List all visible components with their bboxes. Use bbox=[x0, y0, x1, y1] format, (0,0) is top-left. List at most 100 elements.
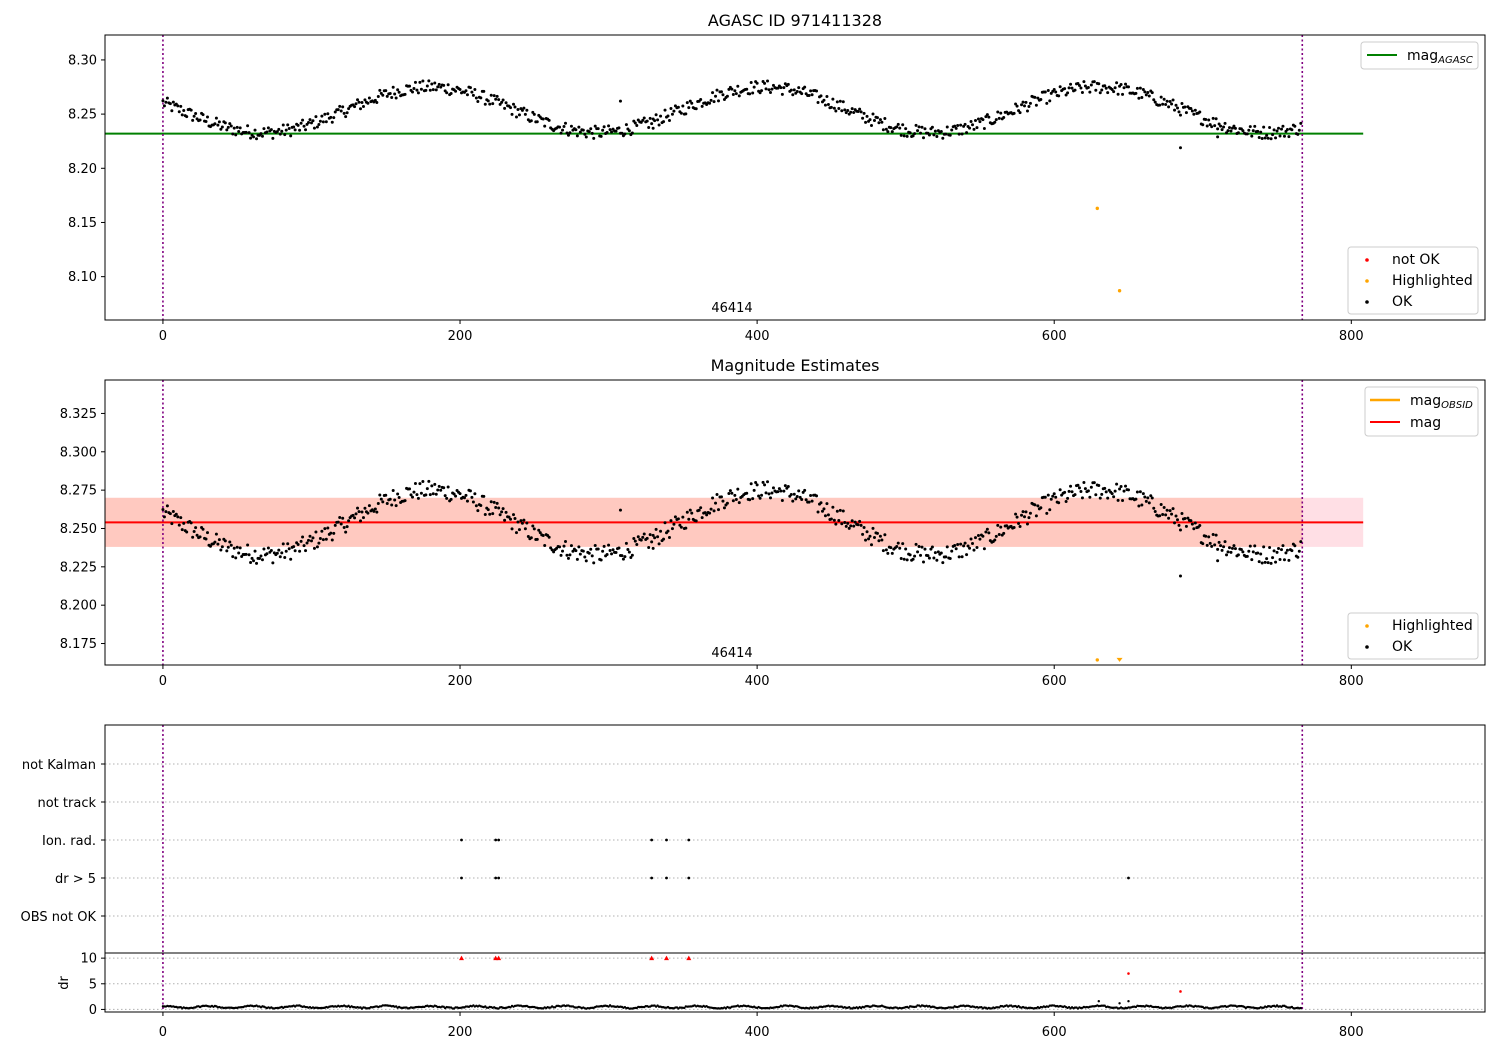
ok-point bbox=[843, 108, 847, 112]
ok-point bbox=[687, 106, 691, 110]
ok-point bbox=[486, 99, 490, 103]
ok-point bbox=[205, 531, 209, 535]
ok-point bbox=[708, 101, 712, 105]
ok-point bbox=[950, 549, 954, 553]
flag-row-label: not track bbox=[37, 796, 96, 811]
ok-point bbox=[904, 547, 908, 551]
ok-point bbox=[763, 483, 767, 487]
ok-point bbox=[889, 546, 893, 550]
ok-point bbox=[360, 100, 364, 104]
ok-point bbox=[1064, 93, 1068, 97]
ok-point bbox=[1002, 531, 1006, 535]
ok-point bbox=[367, 504, 371, 508]
ok-point bbox=[265, 552, 269, 556]
ok-point bbox=[419, 491, 423, 495]
panel2-legend-top[interactable]: magOBSID mag bbox=[1364, 386, 1479, 437]
ok-point bbox=[523, 112, 527, 116]
ok-point bbox=[883, 533, 887, 537]
ok-point bbox=[722, 506, 726, 510]
ok-point bbox=[699, 506, 703, 510]
ok-point bbox=[697, 508, 701, 512]
ok-point bbox=[315, 545, 319, 549]
ok-point bbox=[388, 497, 392, 501]
ok-point bbox=[1279, 548, 1283, 552]
ok-point bbox=[504, 510, 508, 514]
ok-point bbox=[685, 510, 689, 514]
ok-point bbox=[630, 553, 634, 557]
ok-point bbox=[437, 82, 441, 86]
ok-point bbox=[1266, 136, 1270, 140]
ok-point bbox=[238, 546, 242, 550]
ok-point bbox=[852, 524, 856, 528]
ok-point bbox=[653, 536, 657, 540]
ok-point bbox=[999, 525, 1003, 529]
ok-point bbox=[1077, 83, 1081, 87]
ok-point bbox=[479, 96, 483, 100]
ok-point bbox=[905, 558, 909, 562]
x-tick-label: 0 bbox=[159, 674, 167, 689]
ok-point bbox=[516, 107, 520, 111]
ok-point bbox=[535, 120, 539, 124]
ok-point bbox=[525, 521, 529, 525]
ok-point bbox=[1067, 86, 1071, 90]
ok-point bbox=[266, 546, 270, 550]
ok-point bbox=[189, 108, 193, 112]
ok-point bbox=[1028, 511, 1032, 515]
ok-point bbox=[307, 538, 311, 542]
flag-row-label: not Kalman bbox=[22, 758, 96, 773]
ok-point bbox=[1190, 522, 1194, 526]
ok-point bbox=[647, 126, 651, 130]
ok-point bbox=[1164, 102, 1168, 106]
panel1-legend-top[interactable]: magAGASC bbox=[1360, 41, 1479, 70]
ok-point bbox=[1140, 503, 1144, 507]
panel2-legend-bottom[interactable]: Highlighted OK bbox=[1347, 612, 1479, 660]
panel4-plot-area bbox=[105, 953, 1485, 1012]
ok-point bbox=[563, 539, 567, 543]
ok-point bbox=[1119, 82, 1123, 86]
ok-point bbox=[755, 81, 759, 85]
ok-point bbox=[676, 517, 680, 521]
ok-point bbox=[725, 94, 729, 98]
ok-point bbox=[1094, 88, 1098, 92]
ok-point bbox=[721, 499, 725, 503]
ok-point bbox=[312, 546, 316, 550]
ok-point bbox=[960, 132, 964, 136]
ok-point bbox=[561, 128, 565, 132]
ok-point bbox=[179, 104, 183, 108]
ok-point bbox=[867, 537, 871, 541]
ok-point bbox=[984, 530, 988, 534]
ok-point bbox=[344, 115, 348, 119]
ok-point bbox=[592, 136, 596, 140]
ok-point bbox=[737, 501, 741, 505]
ok-point bbox=[252, 559, 256, 563]
ok-point bbox=[832, 518, 836, 522]
ok-point bbox=[220, 125, 224, 129]
ok-point bbox=[281, 123, 285, 127]
ok-point bbox=[886, 551, 890, 555]
ok-point bbox=[301, 118, 305, 122]
ok-point bbox=[547, 118, 551, 122]
ok-point bbox=[1146, 90, 1150, 94]
ok-point bbox=[289, 557, 293, 561]
ok-point bbox=[1262, 125, 1266, 129]
ok-point bbox=[1049, 91, 1053, 95]
ok-point bbox=[1247, 549, 1251, 553]
panel1-legend-bottom[interactable]: not OK Highlighted OK bbox=[1347, 246, 1479, 315]
ok-point bbox=[284, 549, 288, 553]
ok-point bbox=[936, 550, 940, 554]
ok-point bbox=[318, 537, 322, 541]
ok-point bbox=[608, 548, 612, 552]
ok-point bbox=[1140, 96, 1144, 100]
ok-point bbox=[933, 129, 937, 133]
ok-point bbox=[375, 510, 379, 514]
ok-point bbox=[278, 555, 282, 559]
ok-point bbox=[575, 557, 579, 561]
ok-point bbox=[996, 523, 1000, 527]
ok-point bbox=[809, 89, 813, 93]
ok-point bbox=[397, 496, 401, 500]
ok-point bbox=[617, 546, 621, 550]
ok-point bbox=[262, 127, 266, 131]
ok-point bbox=[168, 102, 172, 106]
ok-point bbox=[520, 521, 524, 525]
ok-point bbox=[1211, 532, 1215, 536]
